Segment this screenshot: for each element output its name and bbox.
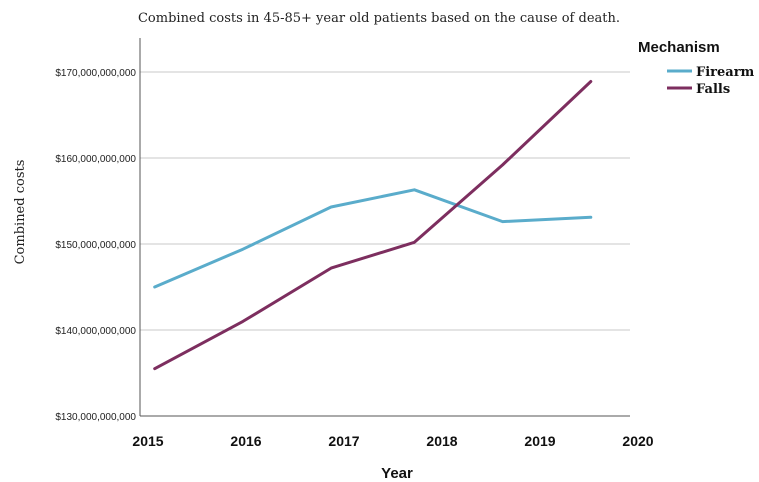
y-tick-labels: $130,000,000,000 $140,000,000,000 $150,000… [55, 68, 136, 423]
series-line-firearm [153, 188, 593, 289]
series-line-falls [153, 80, 593, 371]
series-lines [153, 80, 593, 371]
x-axis-label: Year [381, 465, 413, 482]
chart-title: Combined costs in 45-85+ year old patien… [138, 11, 620, 26]
x-tick-label: 2019 [524, 433, 555, 449]
x-tick-label: 2017 [328, 433, 359, 449]
y-tick-label: $160,000,000,000 [55, 154, 136, 165]
grid-lines [140, 71, 630, 417]
y-tick-label: $140,000,000,000 [55, 326, 136, 337]
legend-title: Mechanism [638, 39, 720, 56]
legend-label-falls: Falls [696, 82, 730, 97]
x-tick-label: 2015 [132, 433, 163, 449]
x-tick-label: 2020 [622, 433, 653, 449]
x-tick-label: 2018 [426, 433, 457, 449]
legend: Mechanism Firearm Falls [638, 39, 755, 97]
legend-label-firearm: Firearm [696, 65, 755, 80]
y-tick-label: $170,000,000,000 [55, 68, 136, 79]
y-axis-label: Combined costs [13, 160, 28, 265]
y-tick-label: $150,000,000,000 [55, 240, 136, 251]
x-tick-labels: 2015 2016 2017 2018 2019 2020 [132, 433, 653, 449]
x-tick-label: 2016 [230, 433, 261, 449]
y-tick-label: $130,000,000,000 [55, 412, 136, 423]
axes [139, 38, 630, 417]
